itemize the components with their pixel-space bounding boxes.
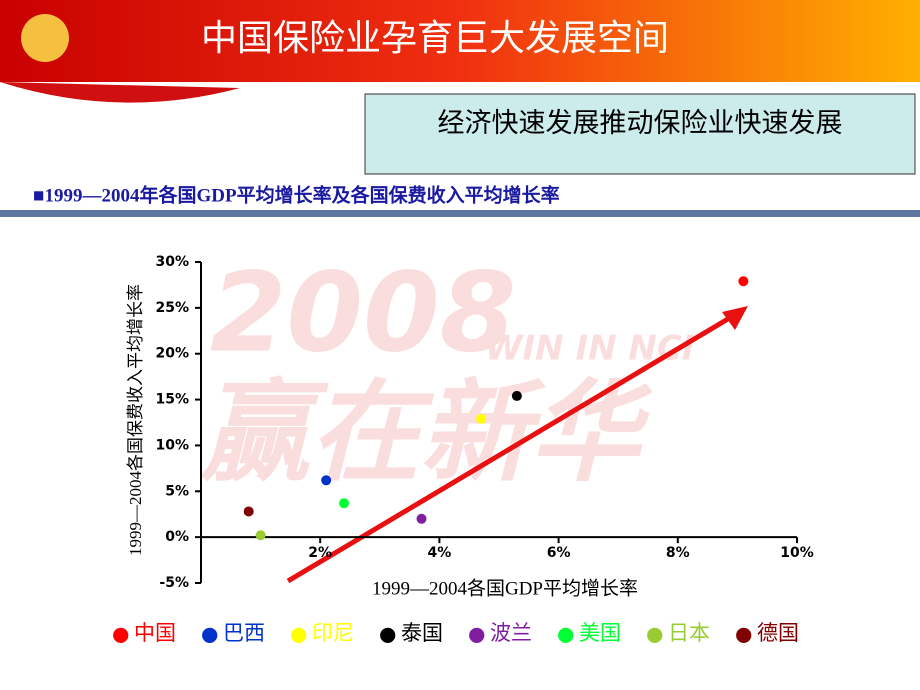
callout: 经济快速发展推动保险业快速发展 — [438, 108, 843, 138]
x-tick-label: 4% — [428, 545, 452, 561]
watermark: 赢在新华 — [199, 368, 653, 496]
banner-swoosh — [0, 82, 240, 103]
legend-marker: ● — [646, 622, 663, 646]
x-tick-label: 10% — [780, 545, 814, 561]
y-tick-label: 30% — [155, 254, 189, 270]
x-tick-label: 8% — [666, 545, 690, 561]
y-tick-label: 10% — [155, 437, 189, 453]
y-axis-label: 1999—2004各国保费收入平均增长率 — [126, 284, 145, 556]
y-tick-label: 25% — [155, 300, 189, 316]
point — [321, 475, 332, 486]
point — [476, 413, 487, 424]
watermark: 2008 — [210, 248, 516, 376]
y-tick-label: 15% — [155, 392, 189, 408]
y-tick-label: 0% — [165, 529, 189, 545]
trend-arrowhead — [722, 306, 748, 330]
legend-label: 巴西 — [223, 621, 265, 645]
point — [511, 390, 522, 401]
legend-marker: ● — [468, 622, 485, 646]
banner — [0, 0, 920, 82]
subtitle: ■1999—2004年各国GDP平均增长率及各国保费收入平均增长率 — [33, 183, 560, 206]
legend-label: 美国 — [579, 621, 621, 645]
point — [339, 498, 350, 509]
callout-box — [364, 93, 916, 175]
x-axis-label: 1999—2004各国GDP平均增长率 — [372, 577, 638, 599]
legend-label: 波兰 — [490, 621, 532, 645]
point — [416, 513, 427, 524]
legend-marker: ● — [112, 622, 129, 646]
watermark: WIN IN NCI — [485, 329, 694, 369]
point — [738, 276, 749, 287]
trophy-icon — [21, 14, 69, 62]
slide-title: 中国保险业孕育巨大发展空间 — [201, 18, 669, 59]
legend-label: 日本 — [668, 621, 710, 645]
x-tick-label: 6% — [547, 545, 571, 561]
legend-label: 泰国 — [401, 621, 443, 645]
legend-marker: ● — [735, 622, 752, 646]
x-tick-label: 2% — [308, 545, 332, 561]
legend-marker: ● — [201, 622, 218, 646]
y-tick-label: 20% — [155, 346, 189, 362]
point — [243, 506, 254, 517]
y-tick-label: 5% — [165, 483, 189, 499]
divider — [0, 210, 920, 217]
y-tick-label: -5% — [159, 575, 189, 591]
legend-label: 中国 — [134, 621, 176, 645]
legend-label: 印尼 — [312, 621, 354, 645]
legend-marker: ● — [379, 622, 396, 646]
legend-marker: ● — [557, 622, 574, 646]
legend-label: 德国 — [757, 621, 799, 645]
point — [255, 530, 266, 541]
legend-marker: ● — [290, 622, 307, 646]
